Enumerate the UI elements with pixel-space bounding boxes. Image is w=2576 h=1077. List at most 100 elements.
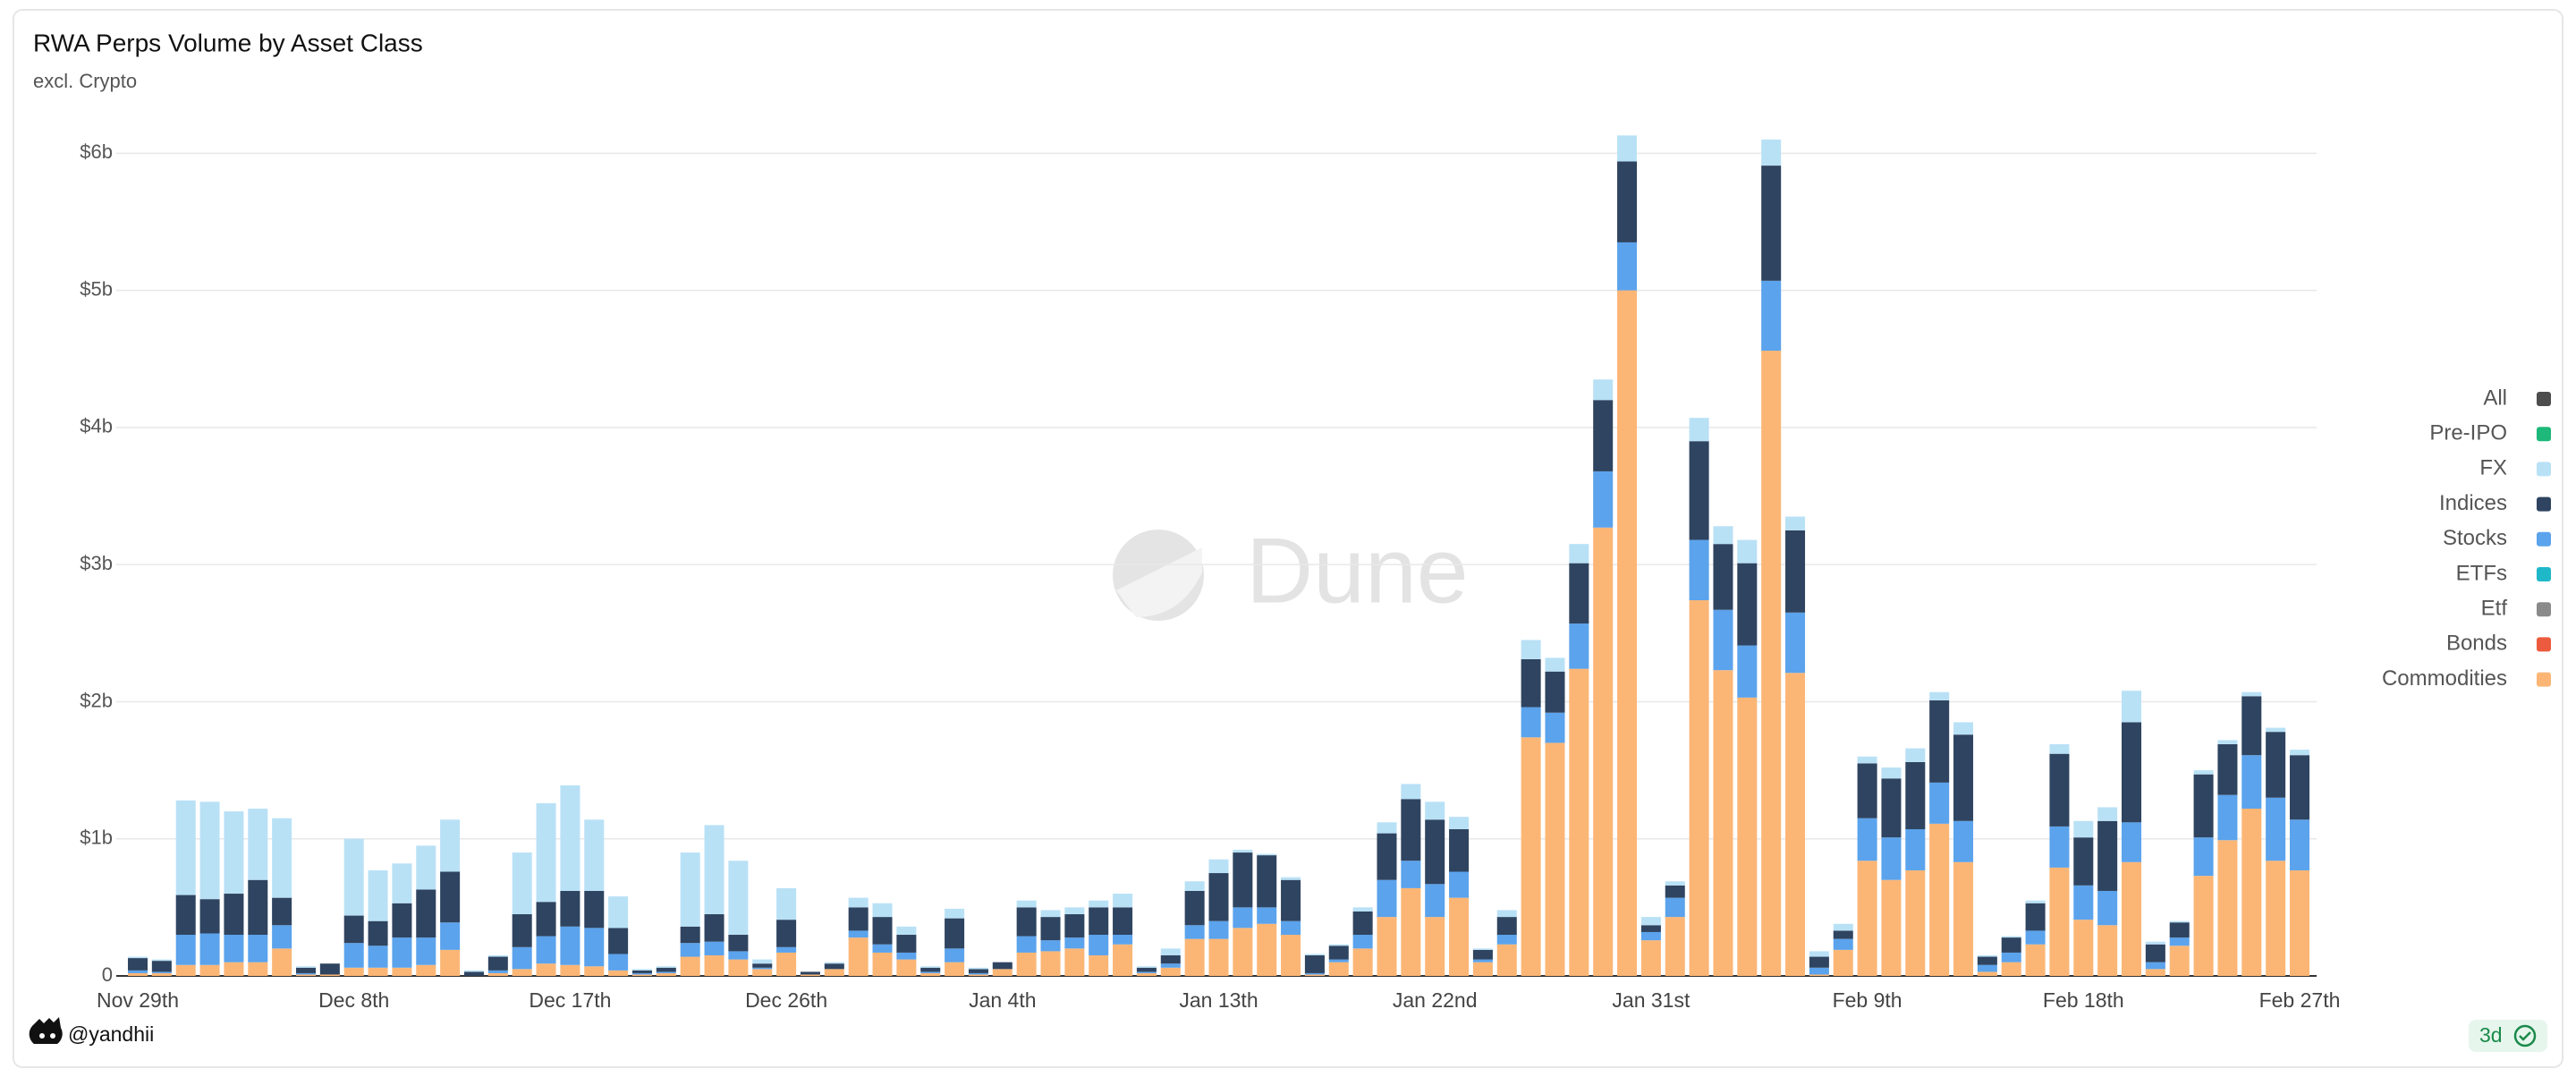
bar-segment xyxy=(752,963,773,968)
bar-segment xyxy=(2049,826,2070,868)
bar-segment xyxy=(416,964,436,976)
bar-segment xyxy=(776,946,797,953)
bar-segment xyxy=(536,902,556,937)
bar-segment xyxy=(1113,907,1133,936)
legend-swatch xyxy=(2537,392,2551,406)
bar-segment xyxy=(896,959,917,976)
bar-segment xyxy=(1737,539,1758,564)
bar-segment xyxy=(945,908,965,919)
bar-segment xyxy=(463,971,484,976)
bar-segment xyxy=(127,970,148,973)
bar-segment xyxy=(1569,544,1589,564)
bar-segment xyxy=(728,959,749,976)
bar-segment xyxy=(175,935,196,965)
bar-segment xyxy=(704,941,724,956)
bar-segment xyxy=(1281,879,1301,921)
x-tick-label: Jan 13th xyxy=(1179,988,1258,1012)
bar-segment xyxy=(584,928,605,967)
bar-segment xyxy=(368,869,388,921)
bar-segment xyxy=(2266,797,2286,861)
bar-segment xyxy=(1665,881,1685,886)
bar-segment xyxy=(704,825,724,915)
bar-segment xyxy=(2025,930,2046,945)
bar-segment xyxy=(1521,658,1541,708)
bar-segment xyxy=(343,943,364,968)
bar-segment xyxy=(1809,951,1829,957)
bar-segment xyxy=(800,974,820,976)
card xyxy=(13,9,2563,1068)
bar-segment xyxy=(1233,907,1253,929)
bar-segment xyxy=(824,969,844,976)
bar-segment xyxy=(1449,897,1470,976)
bar-segment xyxy=(272,948,292,976)
bar-segment xyxy=(2122,691,2142,723)
bar-segment xyxy=(680,956,700,976)
bar-segment xyxy=(416,889,436,938)
bar-segment xyxy=(584,890,605,929)
x-tick-label: Feb 27th xyxy=(2259,988,2341,1012)
bar-segment xyxy=(2122,822,2142,862)
bar-segment xyxy=(631,970,652,973)
bar-segment xyxy=(608,896,629,929)
bar-segment xyxy=(487,955,508,957)
bar-segment xyxy=(560,926,580,965)
bar-segment xyxy=(536,936,556,964)
bar-segment xyxy=(151,971,172,973)
refresh-badge[interactable]: 3d xyxy=(2469,1020,2547,1052)
bar-segment xyxy=(1425,884,1445,918)
bar-segment xyxy=(1089,907,1109,936)
bar-segment xyxy=(2217,740,2238,744)
bar-segment xyxy=(2289,750,2310,756)
y-tick-label: $3b xyxy=(80,552,113,574)
bar-segment xyxy=(1184,938,1205,976)
bar-segment xyxy=(1953,861,1974,976)
bar-segment xyxy=(1593,471,1614,528)
bar-segment xyxy=(1689,539,1709,601)
bar-segment xyxy=(2241,696,2262,756)
bar-segment xyxy=(1809,974,1829,976)
bar-segment xyxy=(2241,691,2262,697)
bar-segment xyxy=(512,946,532,970)
bar-segment xyxy=(392,863,412,903)
bar-segment xyxy=(295,966,316,968)
legend-label: Indices xyxy=(2439,491,2507,515)
bar-segment xyxy=(2025,900,2046,903)
bar-segment xyxy=(248,879,268,936)
bar-segment xyxy=(1521,640,1541,659)
bar-segment xyxy=(1737,563,1758,646)
bar-segment xyxy=(487,972,508,976)
badge-text[interactable]: 3d xyxy=(2479,1023,2503,1047)
legend-swatch xyxy=(2537,427,2551,442)
bar-segment xyxy=(1545,712,1565,743)
bar-segment xyxy=(992,969,1013,976)
bar-segment xyxy=(1617,290,1638,976)
bar-segment xyxy=(1665,885,1685,898)
bar-segment xyxy=(752,969,773,976)
x-tick-label: Jan 22nd xyxy=(1393,988,1478,1012)
y-tick-label: $5b xyxy=(80,277,113,300)
bar-segment xyxy=(1089,900,1109,908)
bar-segment xyxy=(1352,907,1373,912)
bar-segment xyxy=(319,974,340,976)
bar-segment xyxy=(224,935,244,963)
badge-bg[interactable] xyxy=(2469,1020,2547,1052)
bar-segment xyxy=(1304,954,1325,956)
bar-segment xyxy=(968,974,988,976)
bar-segment xyxy=(272,818,292,898)
bar-segment xyxy=(1472,962,1493,976)
bar-segment xyxy=(1496,935,1517,945)
bar-segment xyxy=(824,962,844,964)
bar-segment xyxy=(1929,823,1950,976)
bar-segment xyxy=(199,801,220,900)
bar-segment xyxy=(1113,935,1133,945)
x-tick-label: Dec 17th xyxy=(529,988,611,1012)
bar-segment xyxy=(656,972,676,976)
bar-segment xyxy=(752,959,773,964)
bar-segment xyxy=(2049,753,2070,827)
bar-segment xyxy=(2001,962,2021,976)
bar-segment xyxy=(1472,959,1493,963)
bar-segment xyxy=(2193,770,2214,775)
bar-segment xyxy=(2169,920,2190,923)
bar-segment xyxy=(512,914,532,947)
